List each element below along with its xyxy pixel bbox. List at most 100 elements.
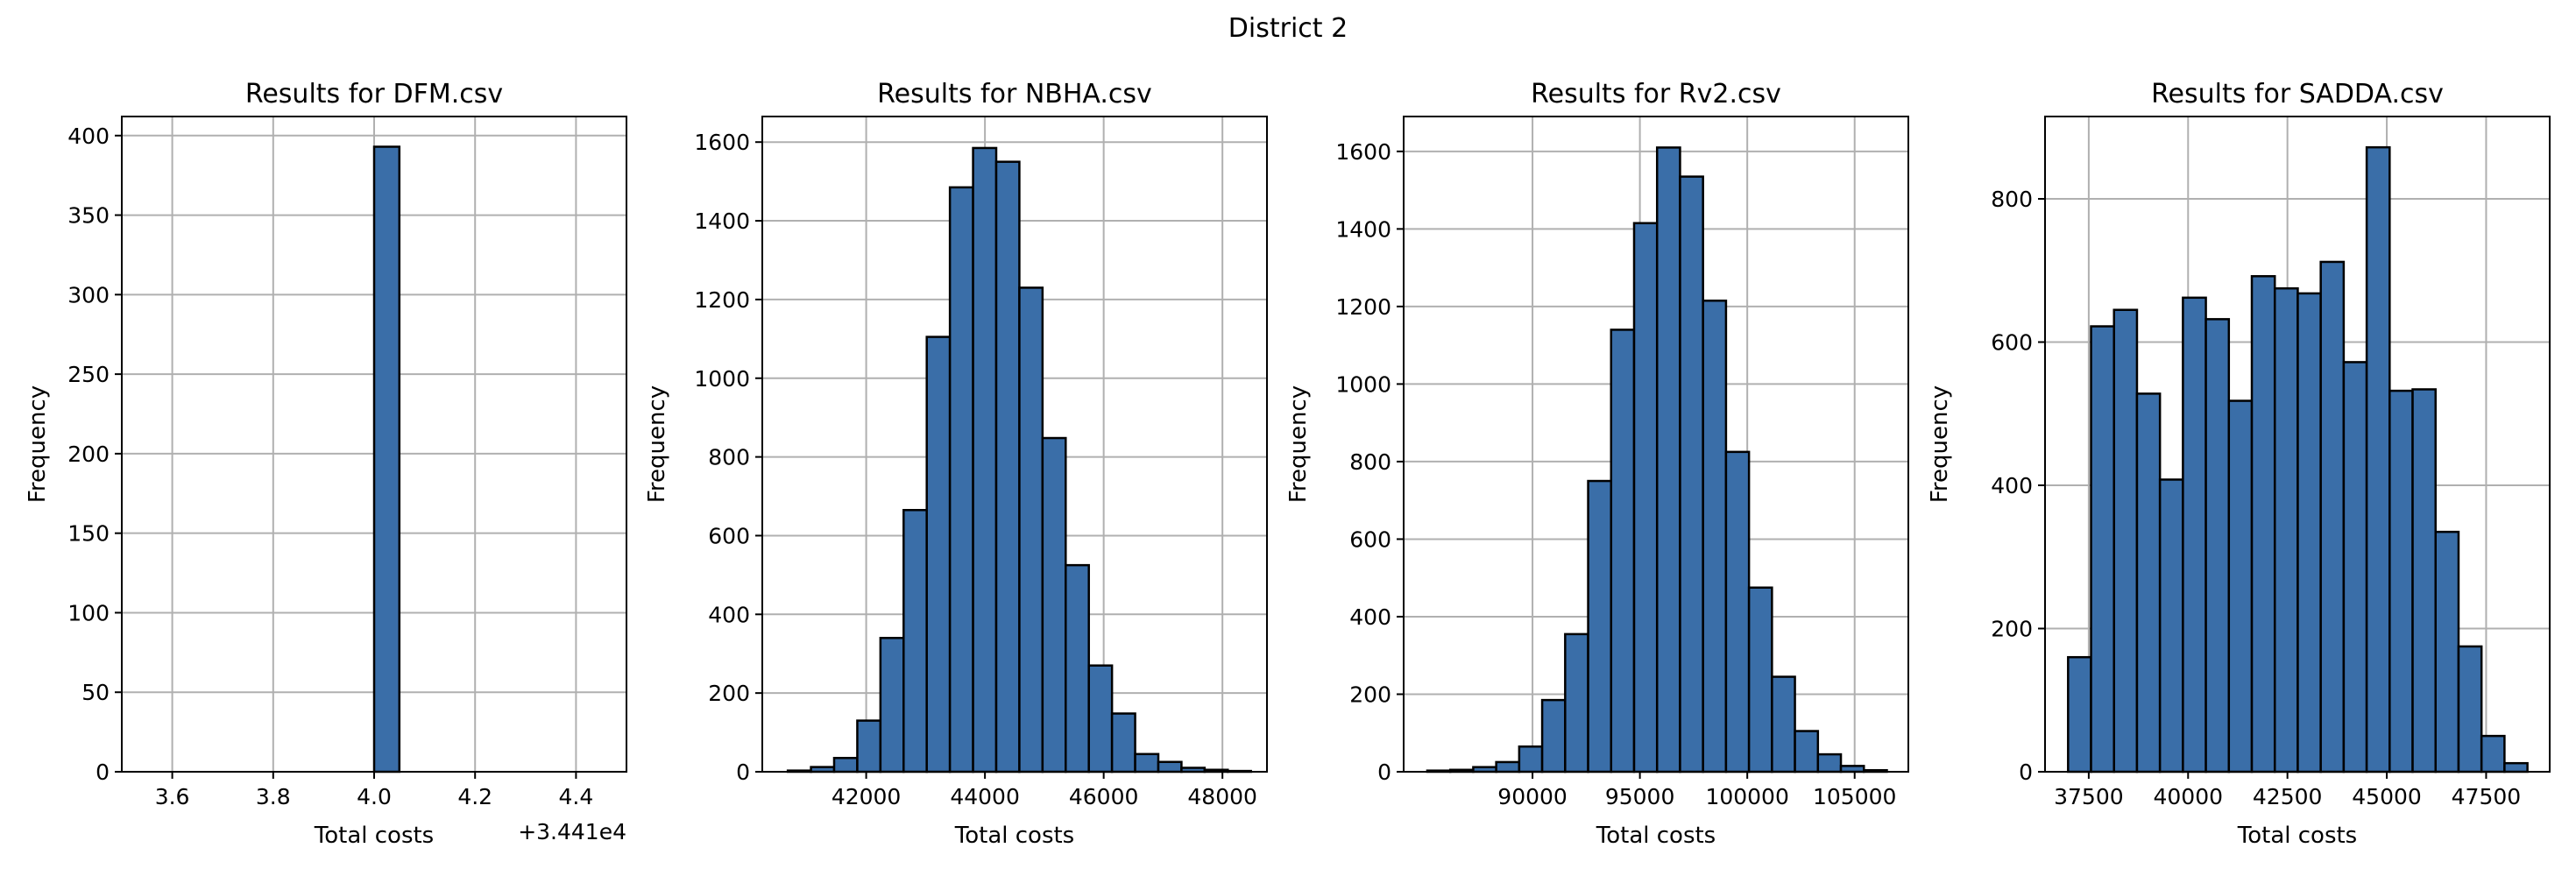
histogram-bar [879, 637, 905, 774]
x-tick-label: 40000 [2154, 784, 2224, 809]
y-tick-label: 400 [1349, 604, 1391, 630]
histogram-bar [1587, 479, 1613, 774]
y-tick-label: 200 [1991, 617, 2033, 642]
histogram-bar [832, 757, 859, 774]
y-tick-label: 1000 [694, 366, 750, 392]
y-tick-label: 0 [1377, 759, 1391, 785]
y-tick-label: 1400 [694, 208, 750, 234]
histogram-bar [1540, 698, 1567, 774]
y-tick-label: 350 [67, 203, 110, 229]
y-tick-label: 150 [67, 521, 110, 547]
histogram-bar [1816, 752, 1843, 774]
y-tick-label: 1000 [1335, 371, 1391, 397]
histogram-bar [1747, 586, 1773, 774]
x-tick-label: 42500 [2253, 784, 2323, 809]
histogram-bar [1087, 664, 1114, 774]
x-tick-label: 4.0 [357, 784, 392, 809]
histogram-bar [2090, 325, 2115, 774]
histogram-bar [925, 336, 952, 774]
x-tick-label: 44000 [950, 784, 1020, 809]
plot-frame [2044, 116, 2551, 773]
y-axis-label: Frequency [1927, 385, 1953, 503]
y-tick-label: 800 [1991, 187, 2033, 212]
x-tick-label: 90000 [1497, 784, 1568, 809]
y-tick-label: 600 [1349, 526, 1391, 552]
y-tick-label: 400 [708, 602, 750, 627]
y-tick-label: 250 [67, 362, 110, 387]
y-tick-label: 50 [81, 680, 110, 705]
histogram-bar [2204, 318, 2231, 774]
histogram-bar [2411, 388, 2437, 774]
y-tick-label: 0 [736, 759, 750, 785]
histogram-bar [2250, 275, 2276, 774]
panel-4: 37500 40000 42500 45000 47500 0 200 400 600 800 Re… [1927, 79, 2551, 849]
histogram-bar [1065, 563, 1090, 774]
figure-suptitle: District 2 [1228, 13, 1348, 44]
x-axis-label: Total costs [2237, 823, 2357, 849]
plot-frame [1403, 116, 1909, 773]
histogram-bar [1702, 299, 1728, 774]
histogram-bar [2388, 389, 2414, 774]
panel-title: Results for SADDA.csv [2151, 79, 2444, 110]
histogram-bar [1610, 329, 1636, 774]
histogram-bar [994, 160, 1021, 774]
x-tick-label: 3.6 [155, 784, 190, 809]
panel-title: Results for NBHA.csv [877, 79, 1152, 110]
y-tick-label: 0 [2019, 759, 2033, 785]
histogram-bar [1518, 745, 1544, 774]
histogram-bar [2365, 145, 2391, 774]
histogram-bar [2319, 260, 2346, 774]
panel-1: 3.6 3.8 4.0 4.2 4.4 0 50 100 150 200 250 300 350 400 R… [25, 79, 627, 849]
histogram-bar [1041, 436, 1067, 774]
y-axis-label: Frequency [1285, 385, 1312, 503]
x-tick-label: 4.2 [457, 784, 492, 809]
histogram-bar [2480, 734, 2506, 774]
histogram-bar [1495, 760, 1521, 774]
y-tick-label: 1600 [694, 130, 750, 155]
histogram-bar [948, 186, 974, 774]
y-tick-label: 1600 [1335, 139, 1391, 165]
y-axis-label: Frequency [25, 385, 51, 503]
histogram-bar [2296, 292, 2322, 774]
plot-frame [761, 116, 1268, 773]
y-tick-label: 800 [708, 445, 750, 470]
histogram-bar [1134, 752, 1160, 774]
x-tick-label: 105000 [1813, 784, 1896, 809]
histogram-bar [1564, 632, 1589, 774]
y-tick-label: 300 [67, 282, 110, 307]
panel-3: 90000 95000 100000 105000 0 200 400 600 800 1000 1… [1285, 79, 1909, 849]
x-tick-label: 45000 [2352, 784, 2422, 809]
histogram-bar [1655, 146, 1681, 774]
histogram-bar [2434, 530, 2460, 774]
histogram-bar [2227, 399, 2254, 774]
histogram-bar [2067, 655, 2092, 774]
y-tick-label: 100 [67, 600, 110, 625]
y-tick-label: 0 [96, 759, 110, 785]
histogram-bar [2135, 392, 2162, 774]
histogram-bar [1018, 286, 1044, 774]
panel-2: 42000 44000 46000 48000 0 200 400 600 800 1000 120… [644, 79, 1268, 849]
histogram-bar [1724, 450, 1751, 774]
x-tick-label: 3.8 [256, 784, 291, 809]
y-tick-label: 200 [708, 681, 750, 706]
y-tick-label: 600 [708, 523, 750, 548]
x-tick-label: 95000 [1605, 784, 1675, 809]
y-tick-label: 1400 [1335, 216, 1391, 242]
y-tick-label: 200 [1349, 682, 1391, 707]
x-offset-text: +3.441e4 [518, 819, 626, 844]
histogram-bar [2112, 308, 2139, 774]
panel-title: Results for DFM.csv [245, 79, 503, 110]
x-axis-label: Total costs [954, 823, 1074, 849]
x-tick-label: 4.4 [559, 784, 594, 809]
histogram-bar [2342, 361, 2368, 774]
histogram-bar [902, 508, 928, 774]
x-tick-label: 42000 [832, 784, 902, 809]
y-tick-label: 400 [1991, 473, 2033, 498]
histogram-bar [2158, 478, 2184, 774]
histogram-bar [2503, 761, 2529, 774]
histogram-bar [1794, 730, 1820, 774]
histogram-bar [2457, 645, 2483, 774]
x-axis-label: Total costs [1596, 823, 1716, 849]
y-tick-label: 400 [67, 124, 110, 149]
